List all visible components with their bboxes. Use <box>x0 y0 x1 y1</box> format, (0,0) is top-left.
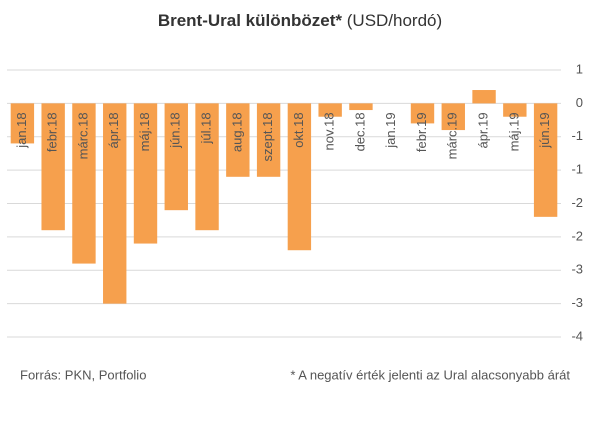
y-tick-label: -3 <box>571 295 583 310</box>
bar <box>10 103 35 144</box>
x-tick-label: febr.19 <box>414 112 429 152</box>
x-tick-label: máj.18 <box>137 112 152 151</box>
bar <box>472 90 496 104</box>
bar <box>349 103 373 111</box>
y-tick-label: -4 <box>571 328 583 343</box>
source: Forrás: PKN, Portfolio <box>20 367 146 382</box>
y-tick-label: 1 <box>576 61 583 76</box>
chart-title: Brent-Ural különbözet* <box>158 11 343 30</box>
bar <box>287 103 312 251</box>
bar <box>533 103 558 217</box>
bar <box>72 103 96 264</box>
x-tick-label: máj.19 <box>506 112 521 151</box>
x-tick-label: jún.19 <box>537 112 552 148</box>
x-tick-label: jún.18 <box>168 112 183 148</box>
x-tick-label: aug.18 <box>229 112 244 152</box>
bar <box>410 103 435 124</box>
y-tick-label: -2 <box>571 228 583 243</box>
x-tick-label: dec.18 <box>352 112 367 151</box>
x-tick-label: jan.18 <box>14 112 29 148</box>
note: * A negatív érték jelenti az Ural alacso… <box>290 367 570 382</box>
x-tick-label: ápr.19 <box>475 112 490 148</box>
y-tick-label: -2 <box>571 195 583 210</box>
x-tick-label: márc.19 <box>445 112 460 159</box>
x-tick-label: márc.18 <box>75 112 90 159</box>
bar <box>133 103 158 244</box>
bar <box>256 103 281 177</box>
bar <box>195 103 219 231</box>
bar <box>318 103 342 117</box>
chart-title-group: Brent-Ural különbözet* (USD/hordó) <box>158 11 442 30</box>
x-tick-label: okt.18 <box>291 112 306 147</box>
x-tick-label: ápr.18 <box>106 112 121 148</box>
y-tick-label: -3 <box>571 262 583 277</box>
bar <box>441 103 465 131</box>
x-tick-label: nov.18 <box>322 112 337 150</box>
bar <box>503 103 527 117</box>
bar <box>103 103 127 304</box>
chart-title-unit: (USD/hordó) <box>347 11 442 30</box>
bar <box>164 103 188 211</box>
bar <box>226 103 250 177</box>
y-tick-label: 0 <box>576 95 583 110</box>
x-tick-label: jan.19 <box>383 112 398 148</box>
x-tick-label: szept.18 <box>260 112 275 161</box>
x-tick-label: júl.18 <box>198 112 213 144</box>
y-tick-label: -1 <box>571 128 583 143</box>
x-tick-label: febr.18 <box>45 112 60 152</box>
bar <box>41 103 65 231</box>
y-tick-label: -1 <box>571 162 583 177</box>
